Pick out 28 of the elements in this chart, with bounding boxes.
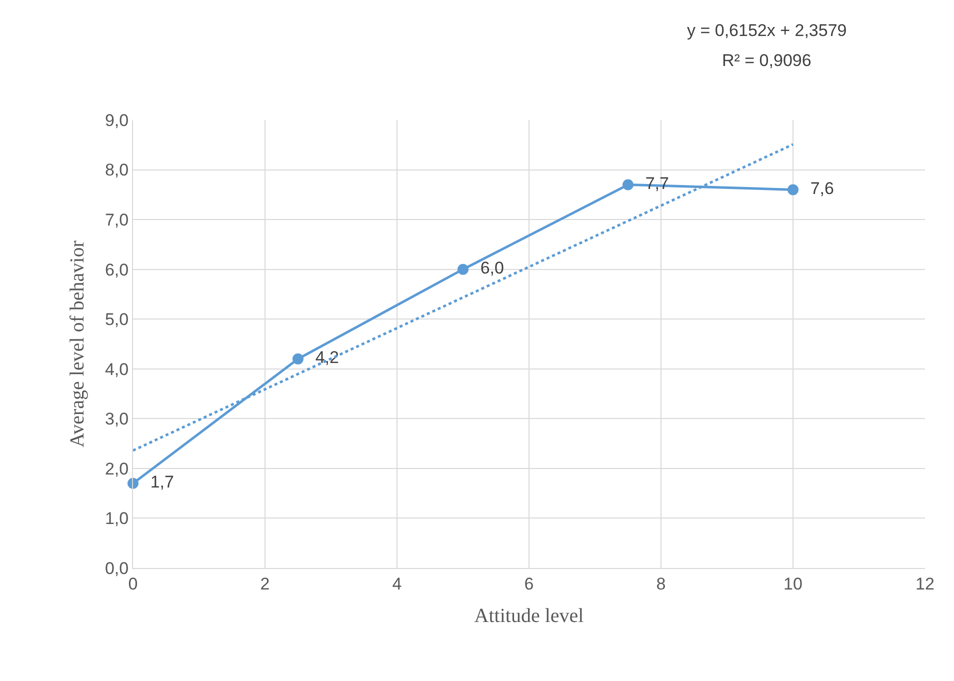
y-tick-label: 1,0 [104,509,129,528]
data-label: 1,7 [140,472,174,492]
x-tick-label: 10 [784,574,802,594]
y-tick-label: 0,0 [104,558,129,578]
data-label: 6,0 [470,258,504,278]
x-tick-label: 6 [524,574,534,594]
y-tick-label: 2,0 [104,459,129,478]
point [292,353,304,364]
y-tick-label: 4,0 [104,360,129,379]
point [788,184,798,196]
point [622,179,634,190]
data-label: 7,6 [800,178,834,198]
y-tick-label: 5,0 [104,310,129,330]
y-tick-label: 3,0 [104,410,129,429]
y-axis-title: Average level of behavior [66,240,88,448]
x-tick-label: 8 [656,574,666,594]
x-tick-label: 0 [128,574,138,594]
y-tick-label: 6,0 [104,260,129,280]
x-tick-label: 12 [916,574,934,594]
text: y = 0,6152x + 2,3579 [687,21,847,40]
point [458,264,468,275]
y-tick-label: 8,0 [104,160,129,180]
y-tick-label: 9,0 [104,110,129,130]
x-axis-title: Attitude level [474,604,584,627]
y-tick-label: 7,0 [104,210,129,230]
text: R² = 0,9096 [722,51,812,70]
x-tick-label: 4 [392,574,402,594]
x-tick-label: 2 [260,574,270,594]
